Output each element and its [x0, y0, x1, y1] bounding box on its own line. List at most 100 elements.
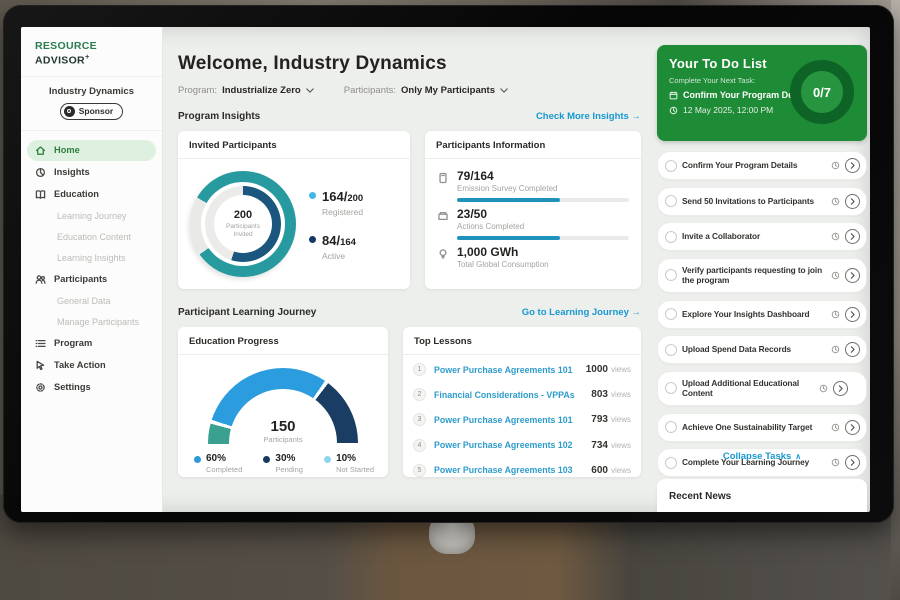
- sidebar-item-general-data[interactable]: General Data: [57, 295, 111, 306]
- survey-icon: [439, 172, 447, 184]
- task-row-send-invitations[interactable]: Send 50 Invitations to Participants: [657, 186, 867, 216]
- sidebar-item-manage-participants[interactable]: Manage Participants: [57, 316, 140, 327]
- sidebar-item-education[interactable]: Education: [27, 184, 156, 205]
- sponsor-badge-icon: [63, 105, 75, 117]
- task-checkbox[interactable]: [665, 195, 677, 207]
- settings-icon: [36, 382, 45, 392]
- check-more-insights-link[interactable]: Check More Insights →: [535, 111, 641, 122]
- sidebar-item-settings[interactable]: Settings: [27, 377, 156, 398]
- task-open-button[interactable]: [833, 380, 848, 396]
- learning-journey-title: Participant Learning Journey: [178, 307, 317, 318]
- collapse-tasks-link[interactable]: Collapse Tasks ∧: [722, 451, 802, 462]
- task-checkbox[interactable]: [665, 230, 677, 243]
- sidebar-item-program[interactable]: Program: [27, 333, 156, 354]
- active-dot-icon: [309, 235, 316, 243]
- task-row-invite-collaborator[interactable]: Invite a Collaborator: [657, 222, 867, 251]
- lesson-link[interactable]: Power Purchase Agreements 102: [434, 440, 573, 451]
- clock-icon: [819, 384, 828, 393]
- sidebar-item-learning-journey[interactable]: Learning Journey: [57, 210, 127, 221]
- pending-dot-icon: [263, 456, 271, 463]
- participants-information-card-title: Participants Information: [425, 131, 641, 159]
- lesson-link[interactable]: Power Purchase Agreements 103: [434, 465, 573, 476]
- lesson-row: 5 Power Purchase Agreements 103 600 view…: [413, 458, 631, 483]
- task-open-button[interactable]: [845, 193, 860, 209]
- not-started-dot-icon: [324, 456, 332, 463]
- sidebar-item-insights[interactable]: Insights: [27, 162, 156, 183]
- lesson-link[interactable]: Financial Considerations - VPPAs: [434, 389, 575, 400]
- sidebar-item-label: Program: [54, 338, 93, 348]
- participants-information-card: Participants Information 79/164 Emission…: [425, 131, 641, 289]
- task-checkbox[interactable]: [665, 382, 677, 395]
- emission-survey-value: 79/164: [457, 169, 494, 183]
- invited-participants-donut-chart: 200 Participants Invited: [190, 171, 296, 277]
- todo-due-date: 12 May 2025, 12:00 PM: [683, 105, 774, 115]
- logo-secondary: ADVISOR: [35, 54, 85, 67]
- calendar-icon: [669, 90, 678, 99]
- chevron-right-icon: [850, 310, 855, 318]
- lesson-rank-badge: 5: [413, 463, 426, 477]
- arrow-right-icon: →: [631, 307, 642, 318]
- donut-center-label: Participants Invited: [226, 222, 260, 238]
- sidebar-item-home[interactable]: Home: [27, 139, 156, 161]
- lesson-link[interactable]: Power Purchase Agreements 101: [434, 414, 573, 425]
- task-checkbox[interactable]: [665, 421, 677, 434]
- legend-not-started: 10% Not Started: [324, 453, 374, 474]
- lesson-rank-badge: 1: [413, 363, 426, 377]
- go-to-learning-journey-link[interactable]: Go to Learning Journey →: [521, 307, 642, 318]
- filters-row: Program: Industrialize Zero Participants…: [178, 85, 641, 96]
- chevron-down-icon[interactable]: [305, 88, 314, 93]
- task-checkbox[interactable]: [665, 343, 677, 356]
- task-checkbox[interactable]: [665, 269, 677, 282]
- task-checkbox[interactable]: [665, 308, 677, 321]
- participants-filter-value[interactable]: Only My Participants: [401, 85, 495, 96]
- chevron-right-icon: [850, 272, 855, 279]
- sidebar-item-take-action[interactable]: Take Action: [27, 355, 156, 376]
- task-open-button[interactable]: [845, 229, 860, 244]
- lesson-views: 600: [591, 464, 608, 476]
- sidebar: RESOURCE ADVISOR+ Industry Dynamics Spon…: [21, 27, 163, 512]
- chevron-down-icon[interactable]: [500, 88, 508, 93]
- sponsor-badge[interactable]: Sponsor: [59, 102, 124, 120]
- task-row-upload-educational-content[interactable]: Upload Additional Educational Content: [657, 370, 867, 407]
- task-row-confirm-program[interactable]: Confirm Your Program Details: [657, 151, 867, 180]
- insights-cards-row: Invited Participants 200 Participants In…: [178, 131, 641, 289]
- lesson-views: 1000: [585, 364, 608, 376]
- actions-completed-stat: 23/50 Actions Completed: [437, 207, 629, 240]
- task-checkbox[interactable]: [665, 456, 677, 469]
- invited-participants-card-title: Invited Participants: [178, 131, 410, 159]
- consumption-icon: [439, 249, 447, 259]
- sidebar-item-label: Settings: [54, 382, 91, 392]
- chevron-right-icon: [850, 459, 855, 466]
- chevron-up-icon: ∧: [795, 452, 802, 461]
- task-open-button[interactable]: [845, 267, 860, 283]
- task-row-verify-participants[interactable]: Verify participants requesting to join t…: [657, 257, 867, 294]
- room-background-right: [891, 0, 900, 600]
- task-open-button[interactable]: [845, 158, 860, 173]
- task-open-button[interactable]: [845, 342, 860, 358]
- task-list: Confirm Your Program Details Send 50 Inv…: [657, 151, 867, 478]
- legend-registered: 164/200 Registered: [309, 188, 363, 217]
- participants-filter-label: Participants:: [343, 85, 397, 96]
- lesson-link[interactable]: Power Purchase Agreements 101: [434, 364, 573, 375]
- gauge-center-label: Participants: [263, 435, 303, 444]
- task-row-complete-learning-journey[interactable]: Complete Your Learning Journey: [657, 448, 867, 478]
- task-row-upload-spend-data[interactable]: Upload Spend Data Records: [657, 335, 867, 365]
- lesson-views: 734: [591, 439, 608, 451]
- lesson-rank-badge: 2: [413, 388, 426, 402]
- task-open-button[interactable]: [845, 306, 860, 322]
- education-progress-gauge-chart: 150 Participants: [208, 368, 358, 444]
- take-action-icon: [36, 360, 45, 370]
- sidebar-item-label: Insights: [54, 167, 90, 177]
- org-block: Industry Dynamics Sponsor: [21, 77, 162, 131]
- sidebar-item-education-content[interactable]: Education Content: [57, 231, 132, 242]
- sidebar-item-learning-insights[interactable]: Learning Insights: [57, 252, 126, 263]
- task-row-explore-insights[interactable]: Explore Your Insights Dashboard: [657, 299, 867, 329]
- lesson-rank-badge: 3: [413, 413, 426, 427]
- task-open-button[interactable]: [845, 419, 860, 435]
- task-checkbox[interactable]: [665, 159, 677, 172]
- sidebar-item-participants[interactable]: Participants: [27, 269, 156, 290]
- task-row-achieve-target[interactable]: Achieve One Sustainability Target: [657, 412, 867, 442]
- recent-news-title: Recent News: [669, 491, 732, 502]
- program-filter-value[interactable]: Industrialize Zero: [222, 85, 301, 96]
- task-open-button[interactable]: [845, 455, 860, 471]
